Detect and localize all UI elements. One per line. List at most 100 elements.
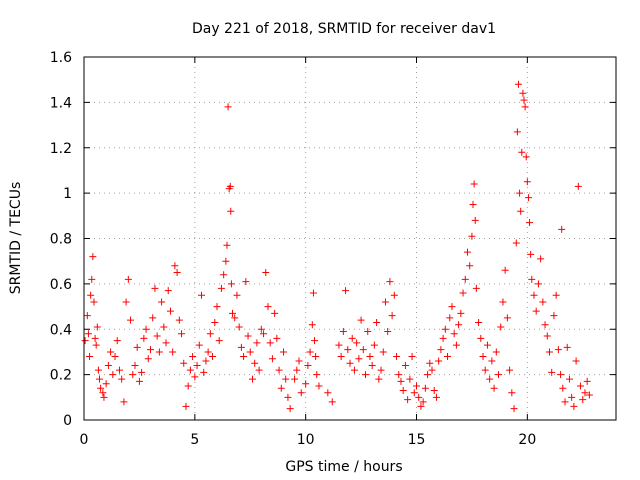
- data-point: [546, 348, 553, 356]
- data-point: [375, 375, 383, 383]
- data-point: [189, 352, 197, 360]
- data-point: [122, 298, 130, 306]
- data-point: [115, 366, 123, 374]
- data-point: [90, 298, 98, 306]
- data-point: [577, 382, 585, 390]
- data-point: [479, 352, 487, 360]
- data-point: [140, 334, 148, 342]
- data-point: [506, 366, 514, 374]
- data-point: [184, 382, 192, 390]
- data-point: [413, 382, 420, 390]
- data-point: [248, 375, 256, 383]
- data-point: [227, 280, 235, 288]
- data-point: [138, 368, 146, 376]
- data-point: [200, 368, 208, 376]
- data-point: [552, 291, 560, 299]
- data-point: [107, 348, 115, 356]
- data-point: [483, 341, 491, 349]
- data-point: [302, 380, 310, 388]
- data-point: [260, 330, 268, 338]
- data-point: [424, 371, 432, 379]
- data-point: [202, 357, 210, 365]
- data-point: [155, 348, 163, 356]
- y-tick-label: 0: [63, 413, 72, 429]
- data-point: [311, 337, 319, 345]
- data-point: [359, 346, 367, 354]
- data-point: [91, 334, 99, 342]
- data-point: [452, 341, 460, 349]
- data-point: [87, 291, 95, 299]
- data-point: [175, 316, 183, 324]
- data-point: [293, 366, 301, 374]
- x-tick-label: 15: [408, 432, 426, 448]
- data-point: [286, 405, 294, 413]
- data-point: [164, 287, 172, 295]
- data-point: [295, 357, 303, 365]
- data-point: [432, 393, 440, 401]
- data-point: [193, 362, 201, 370]
- data-point: [222, 257, 230, 265]
- data-point: [461, 275, 469, 283]
- data-point: [468, 232, 476, 240]
- data-point: [124, 275, 132, 283]
- data-point: [231, 314, 239, 322]
- data-point: [419, 398, 427, 406]
- data-point: [488, 357, 496, 365]
- data-point: [350, 366, 358, 374]
- data-point: [151, 284, 159, 292]
- data-point: [466, 262, 474, 270]
- data-point: [81, 337, 89, 345]
- data-point: [262, 269, 270, 277]
- data-point: [280, 348, 287, 356]
- data-point: [304, 362, 312, 370]
- data-point: [240, 352, 248, 360]
- data-point: [86, 352, 94, 360]
- data-point: [297, 389, 305, 397]
- x-tick-label: 5: [190, 432, 199, 448]
- data-point: [127, 316, 135, 324]
- data-point: [399, 387, 407, 395]
- data-point: [235, 323, 243, 331]
- data-point: [171, 262, 179, 270]
- data-point: [561, 398, 569, 406]
- data-point: [470, 180, 478, 188]
- data-point: [186, 366, 194, 374]
- data-point: [206, 330, 214, 338]
- data-point: [490, 384, 498, 392]
- data-point: [528, 275, 536, 283]
- data-point: [554, 346, 562, 354]
- data-point: [526, 219, 534, 227]
- data-point: [530, 291, 538, 299]
- data-point: [563, 343, 571, 351]
- data-point: [520, 96, 528, 104]
- data-point: [444, 352, 452, 360]
- data-point: [457, 309, 465, 317]
- data-point: [83, 312, 91, 320]
- data-point: [104, 362, 112, 370]
- data-point: [257, 325, 265, 333]
- data-point: [408, 352, 416, 360]
- plot-frame: [83, 56, 617, 421]
- data-point: [271, 309, 279, 317]
- data-point: [102, 380, 110, 388]
- data-point: [173, 269, 181, 277]
- data-point: [524, 194, 532, 202]
- y-tick-label: 1.2: [50, 141, 72, 157]
- data-point: [162, 339, 170, 347]
- data-point: [379, 348, 387, 356]
- data-point: [211, 318, 219, 326]
- data-point: [268, 355, 276, 363]
- data-point: [472, 284, 480, 292]
- data-point: [89, 253, 97, 261]
- y-tick-label: 0.4: [50, 322, 72, 338]
- data-point: [519, 89, 527, 97]
- data-point: [481, 366, 489, 374]
- data-point: [133, 343, 141, 351]
- data-point: [266, 339, 274, 347]
- data-point: [357, 316, 365, 324]
- data-point: [160, 323, 168, 331]
- data-point: [204, 348, 212, 356]
- axes: [83, 56, 617, 421]
- data-point: [233, 291, 241, 299]
- data-point: [534, 280, 542, 288]
